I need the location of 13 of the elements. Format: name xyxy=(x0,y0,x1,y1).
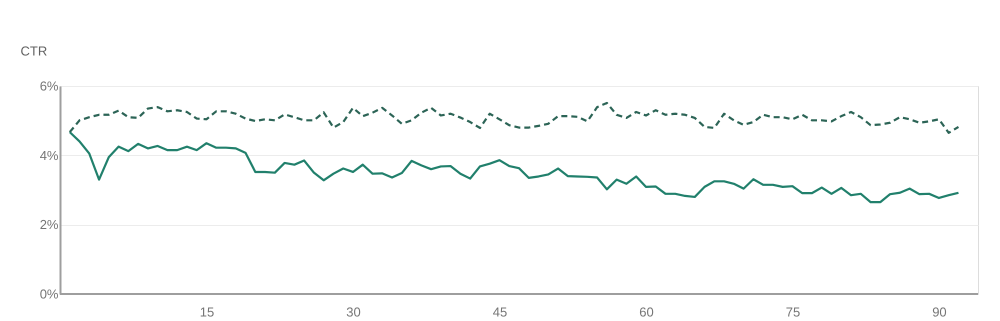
y-tick-label: 6% xyxy=(40,78,59,94)
x-tick-label: 75 xyxy=(786,304,800,320)
x-tick-label: 15 xyxy=(200,304,214,320)
y-tick-label: 2% xyxy=(40,217,59,232)
line-series xyxy=(68,131,960,204)
y-axis-title: CTR xyxy=(20,44,48,58)
y-tick-label: 0% xyxy=(40,286,59,302)
x-tick-label: 60 xyxy=(639,304,654,320)
x-tick-label: 45 xyxy=(492,304,508,320)
y-tick-label: 4% xyxy=(40,148,59,163)
x-tick-label: 30 xyxy=(346,304,361,320)
line-series xyxy=(68,102,960,134)
x-tick-label: 90 xyxy=(932,304,947,320)
